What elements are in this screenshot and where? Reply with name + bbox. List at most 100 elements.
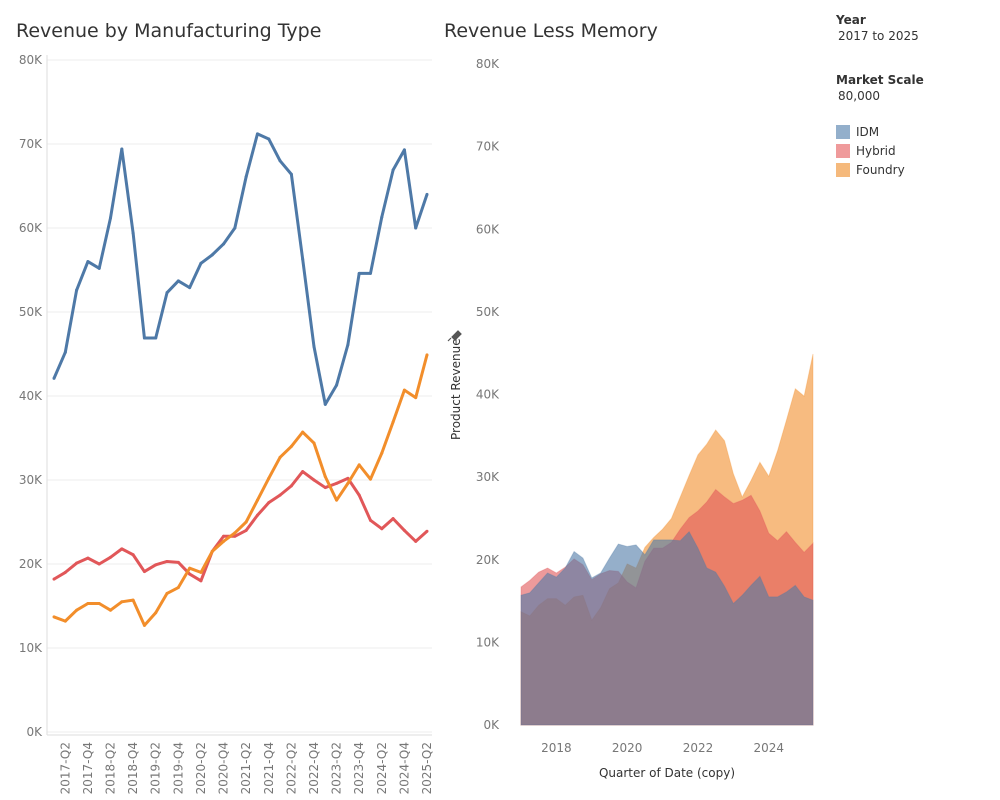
point-idm (176, 279, 180, 283)
point-foundry (97, 601, 101, 605)
x-tick-label: 2022 (683, 741, 714, 755)
point-hybrid (380, 527, 384, 531)
market-scale-label: Market Scale (836, 73, 924, 87)
y-tick-label: 0K (483, 718, 500, 732)
point-hybrid (199, 579, 203, 583)
point-foundry (120, 600, 124, 604)
point-idm (165, 291, 169, 295)
point-hybrid (75, 561, 79, 565)
y-tick-label: 60K (19, 221, 43, 235)
point-foundry (188, 566, 192, 570)
point-hybrid (278, 493, 282, 497)
x-tick-label: 2020-Q4 (217, 742, 231, 794)
line-foundry (53, 354, 429, 627)
pin-icon (447, 330, 462, 342)
point-foundry (86, 601, 90, 605)
point-idm (323, 402, 327, 406)
point-idm (154, 336, 158, 340)
y-tick-label: 0K (26, 725, 43, 739)
x-tick-label: 2018 (541, 741, 572, 755)
y-tick-label: 20K (476, 553, 500, 567)
point-hybrid (402, 528, 406, 532)
point-hybrid (346, 476, 350, 480)
market-scale-value[interactable]: 80,000 (838, 89, 880, 103)
x-tick-label: 2022-Q4 (307, 742, 321, 794)
legend-swatch (836, 163, 850, 177)
point-idm (346, 343, 350, 347)
point-hybrid (188, 572, 192, 576)
point-foundry (63, 619, 67, 623)
point-idm (289, 172, 293, 176)
legend-item-hybrid[interactable]: Hybrid (836, 144, 924, 158)
point-hybrid (63, 570, 67, 574)
point-idm (335, 383, 339, 387)
point-foundry (402, 388, 406, 392)
point-idm (244, 175, 248, 179)
point-hybrid (120, 547, 124, 551)
point-hybrid (52, 577, 56, 581)
point-idm (131, 231, 135, 235)
point-foundry (267, 476, 271, 480)
point-foundry (176, 586, 180, 590)
point-idm (75, 288, 79, 292)
point-foundry (109, 608, 113, 612)
point-hybrid (425, 529, 429, 533)
point-foundry (233, 531, 237, 535)
legend-item-foundry[interactable]: Foundry (836, 163, 924, 177)
y-tick-label: 70K (19, 137, 43, 151)
y-tick-label: 70K (476, 140, 500, 154)
point-idm (210, 253, 214, 257)
color-legend: IDM Hybrid Foundry (836, 125, 924, 177)
point-hybrid (289, 484, 293, 488)
x-tick-label: 2018-Q4 (126, 742, 140, 794)
y-tick-label: 30K (19, 473, 43, 487)
point-foundry (368, 477, 372, 481)
x-tick-label: 2017-Q4 (81, 742, 95, 794)
point-hybrid (368, 518, 372, 522)
legend-swatch (836, 125, 850, 139)
area-idm (520, 530, 814, 726)
y-axis-title: Product Revenue (449, 338, 463, 440)
legend-item-idm[interactable]: IDM (836, 125, 924, 139)
point-foundry (425, 353, 429, 357)
point-foundry (301, 430, 305, 434)
point-foundry (154, 611, 158, 615)
y-tick-label: 40K (19, 389, 43, 403)
point-hybrid (176, 560, 180, 564)
point-foundry (391, 420, 395, 424)
point-idm (52, 376, 56, 380)
x-tick-label: 2024-Q2 (375, 742, 389, 794)
point-foundry (131, 598, 135, 602)
legend-label: Hybrid (856, 144, 896, 158)
point-idm (233, 226, 237, 230)
year-filter-label: Year (836, 13, 866, 27)
point-hybrid (255, 513, 259, 517)
point-idm (222, 242, 226, 246)
point-idm (120, 147, 124, 151)
legend-label: Foundry (856, 163, 905, 177)
point-hybrid (142, 570, 146, 574)
point-idm (109, 216, 113, 220)
y-tick-label: 30K (476, 470, 500, 484)
x-tick-label: 2021-Q2 (239, 742, 253, 794)
point-idm (402, 148, 406, 152)
point-foundry (142, 623, 146, 627)
point-foundry (165, 591, 169, 595)
point-foundry (335, 498, 339, 502)
point-idm (278, 159, 282, 163)
year-filter-value[interactable]: 2017 to 2025 (838, 29, 919, 43)
point-idm (425, 192, 429, 196)
legend-label: IDM (856, 125, 880, 139)
x-tick-label: 2024 (753, 741, 784, 755)
point-hybrid (233, 534, 237, 538)
legend-swatch (836, 144, 850, 158)
point-hybrid (131, 553, 135, 557)
point-foundry (312, 441, 316, 445)
point-idm (368, 271, 372, 275)
line-idm (52, 132, 429, 406)
y-tick-label: 50K (476, 305, 500, 319)
point-idm (199, 261, 203, 265)
point-idm (357, 271, 361, 275)
point-foundry (414, 396, 418, 400)
